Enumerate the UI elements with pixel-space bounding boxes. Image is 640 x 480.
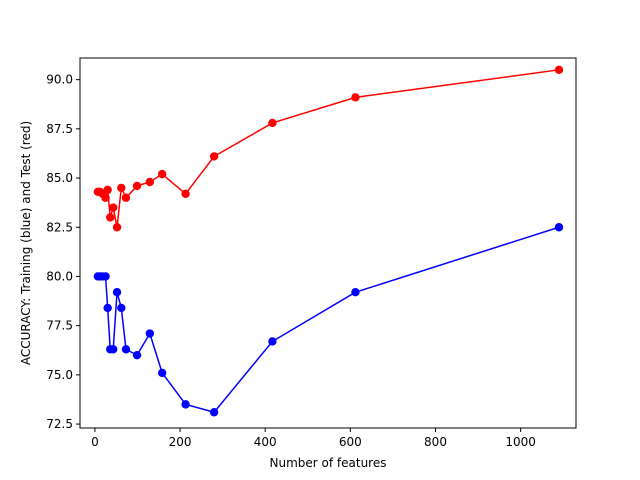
data-point bbox=[106, 213, 115, 222]
data-point bbox=[109, 203, 118, 212]
y-tick-label: 85.0 bbox=[46, 171, 73, 185]
x-tick-label: 400 bbox=[254, 435, 277, 449]
plot-area bbox=[79, 57, 577, 429]
data-point bbox=[181, 189, 190, 198]
data-point bbox=[157, 169, 167, 179]
x-axis-label: Number of features bbox=[270, 456, 387, 470]
data-point bbox=[554, 65, 564, 75]
y-tick-label: 80.0 bbox=[46, 269, 73, 283]
data-point bbox=[554, 223, 564, 232]
data-point bbox=[121, 345, 131, 354]
x-tick-label: 0 bbox=[91, 435, 99, 449]
data-point bbox=[112, 288, 122, 297]
x-tick-label: 200 bbox=[169, 435, 192, 449]
data-point bbox=[101, 193, 110, 202]
y-axis: 72.5 75.0 77.5 80.0 82.5 85.0 87.5 90.0 bbox=[46, 73, 80, 431]
y-tick-label: 72.5 bbox=[46, 417, 73, 431]
data-point bbox=[181, 400, 190, 409]
y-tick-label: 87.5 bbox=[46, 122, 73, 136]
data-point bbox=[117, 303, 126, 313]
data-point bbox=[112, 223, 122, 232]
y-tick-label: 90.0 bbox=[46, 73, 73, 87]
data-point bbox=[103, 185, 112, 195]
data-point bbox=[351, 288, 360, 297]
data-point bbox=[209, 152, 219, 161]
y-axis-label: ACCURACY: Training (blue) and Test (red) bbox=[19, 121, 33, 365]
x-axis: 0 200 400 600 800 1000 bbox=[91, 428, 536, 449]
data-point bbox=[103, 303, 112, 313]
data-point bbox=[117, 183, 126, 193]
data-point bbox=[145, 177, 155, 187]
data-point bbox=[351, 93, 360, 102]
data-point bbox=[132, 181, 142, 191]
data-point bbox=[101, 272, 110, 281]
x-tick-label: 800 bbox=[424, 435, 447, 449]
data-point bbox=[121, 193, 131, 202]
y-tick-label: 75.0 bbox=[46, 368, 73, 382]
y-tick-label: 77.5 bbox=[46, 319, 73, 333]
data-point bbox=[132, 350, 142, 360]
x-tick-label: 1000 bbox=[505, 435, 536, 449]
chart-marks bbox=[93, 65, 564, 417]
y-tick-label: 82.5 bbox=[46, 220, 73, 234]
data-point bbox=[145, 329, 155, 338]
data-point bbox=[268, 337, 277, 346]
data-point bbox=[157, 368, 167, 378]
x-tick-label: 600 bbox=[339, 435, 362, 449]
data-point bbox=[268, 118, 277, 128]
data-point bbox=[209, 408, 219, 417]
series-0 bbox=[93, 65, 564, 232]
series-1 bbox=[93, 223, 564, 417]
data-point bbox=[109, 345, 118, 354]
